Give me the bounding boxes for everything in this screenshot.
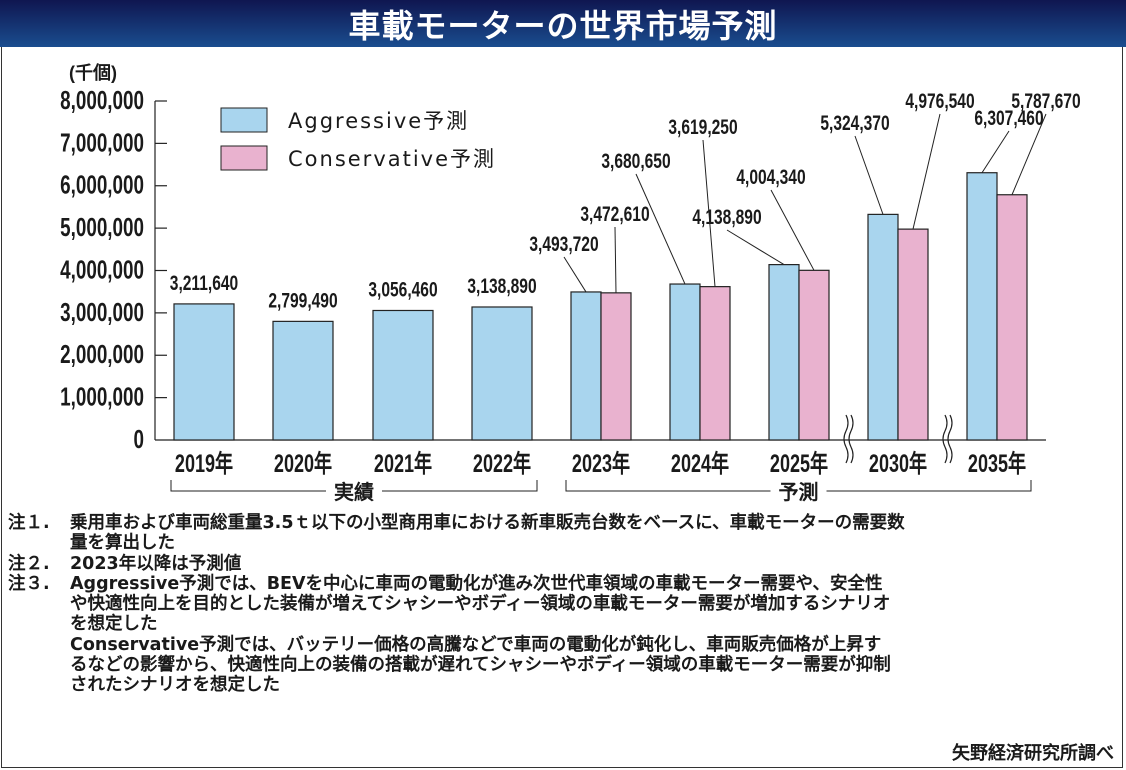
note-line: Aggressive予測では、BEVを中心に車両の電動化が進み次世代車領域の車載… [70, 573, 883, 594]
legend-swatch-aggressive [220, 107, 268, 133]
data-label-conservative: 3,619,250 [668, 115, 737, 139]
bar-conservative [699, 286, 731, 441]
data-label-actual: 2,799,490 [268, 288, 337, 312]
leader-line [1011, 113, 1047, 195]
data-label-actual: 3,056,460 [368, 277, 437, 301]
note-line: Conservative予測では、バッテリー価格の高騰などで車両の電動化が鈍化し… [70, 634, 882, 655]
bar-actual [173, 303, 235, 441]
data-label-conservative: 5,787,670 [1011, 89, 1080, 113]
group-forecast-bracket [565, 480, 1032, 492]
leader-line [635, 173, 686, 285]
note-label: 注１. [8, 513, 50, 533]
data-label-conservative: 4,976,540 [905, 89, 974, 113]
bar-aggressive [867, 213, 899, 441]
x-tick-label: 2021年 [374, 449, 432, 478]
x-tick-label: 2035年 [968, 449, 1026, 478]
group-actual-label: 実績 [334, 480, 374, 504]
data-label-conservative: 4,004,340 [736, 165, 805, 189]
x-tick-label: 2024年 [671, 449, 729, 478]
note-2: 注２. 2023年以降は予測値 [8, 554, 1118, 574]
note-label: 注３. [8, 573, 50, 594]
bar-aggressive [570, 291, 602, 441]
bar-actual [272, 320, 334, 441]
x-tick-label: 2019年 [175, 449, 233, 478]
bar-actual [372, 309, 434, 441]
page-title: 車載モーターの世界市場予測 [348, 6, 778, 45]
data-label-aggressive: 3,680,650 [601, 149, 670, 173]
data-label-conservative: 3,472,610 [580, 202, 649, 226]
y-axis-unit-label: (千個) [69, 63, 117, 83]
bar-aggressive [966, 172, 998, 441]
note-line: を想定した [70, 614, 158, 635]
leader-line [912, 113, 941, 230]
leader-line [614, 226, 617, 293]
y-tick-label: 7,000,000 [60, 129, 144, 158]
x-tick-label: 2025年 [770, 449, 828, 478]
leader-line [854, 135, 884, 215]
group-forecast-label: 予測 [779, 480, 819, 504]
legend-label-conservative: Conservative予測 [288, 147, 496, 171]
y-tick-label: 4,000,000 [60, 256, 144, 285]
notes: 注１. 乗用車および車両総重量3.5ｔ以下の小型商用車における新車販売台数をベー… [8, 513, 1118, 696]
data-label-aggressive: 3,493,720 [529, 232, 598, 256]
axis-break-mark [843, 414, 849, 464]
note-line: 乗用車および車両総重量3.5ｔ以下の小型商用車における新車販売台数をベースに、車… [70, 513, 905, 533]
bar-chart: (千個) 0 1,000,000 2,000,000 3,000,000 4,000,00… [60, 63, 1080, 504]
bar-conservative [996, 194, 1028, 441]
source-credit: 矢野経済研究所調べ [952, 743, 1114, 764]
x-tick-label: 2022年 [473, 449, 531, 478]
data-label-aggressive: 4,138,890 [692, 205, 761, 229]
y-tick-label: 8,000,000 [60, 86, 144, 115]
bar-aggressive [669, 283, 701, 441]
data-label-aggressive: 5,324,370 [820, 111, 889, 135]
note-line: 量を算出した [70, 533, 175, 554]
leader-line [981, 130, 1010, 173]
y-tick-label: 5,000,000 [60, 213, 144, 242]
bar-actual [471, 306, 533, 441]
y-tick-label: 6,000,000 [60, 171, 144, 200]
x-tick-label: 2023年 [572, 449, 630, 478]
note-label: 注２. [8, 553, 50, 574]
axis-break-mark [848, 414, 854, 464]
axis-break-mark [947, 414, 953, 464]
leader-line [770, 189, 815, 271]
y-tick-label: 1,000,000 [60, 383, 144, 412]
title-bar: 車載モーターの世界市場予測 [0, 0, 1126, 47]
x-tick-label: 2020年 [274, 449, 332, 478]
data-label-actual: 3,138,890 [467, 274, 536, 298]
legend-label-aggressive: Aggressive予測 [288, 109, 469, 133]
legend-swatch-conservative [220, 145, 268, 171]
leader-line [726, 229, 785, 266]
note-3: 注３. Aggressive予測では、BEVを中心に車両の電動化が進み次世代車領… [8, 574, 1118, 696]
note-1: 注１. 乗用車および車両総重量3.5ｔ以下の小型商用車における新車販売台数をベー… [8, 513, 1118, 554]
y-tick-label: 2,000,000 [60, 340, 144, 369]
bar-conservative [897, 228, 929, 441]
chart-frame [1, 47, 1123, 768]
note-line: るなどの影響から、快適性向上の装備の搭載が遅れてシャシーやボディー領域の車載モー… [70, 655, 891, 676]
data-label-actual: 3,211,640 [170, 271, 238, 295]
y-tick-label: 0 [134, 425, 144, 454]
group-actual-bracket [170, 480, 538, 492]
data-label-aggressive: 6,307,460 [974, 106, 1043, 130]
bar-conservative [600, 292, 632, 441]
bar-conservative [798, 269, 830, 441]
x-tick-label: 2030年 [869, 449, 927, 478]
bar-aggressive [768, 264, 800, 441]
leader-line [563, 256, 587, 293]
note-line: されたシナリオを想定した [70, 675, 280, 696]
axis-break-mark [942, 414, 948, 464]
note-line: 2023年以降は予測値 [70, 553, 242, 574]
leader-line [702, 139, 716, 287]
y-tick-label: 3,000,000 [60, 298, 144, 327]
note-line: や快適性向上を目的とした装備が増えてシャシーやボディー領域の車載モーター需要が増… [70, 594, 891, 615]
